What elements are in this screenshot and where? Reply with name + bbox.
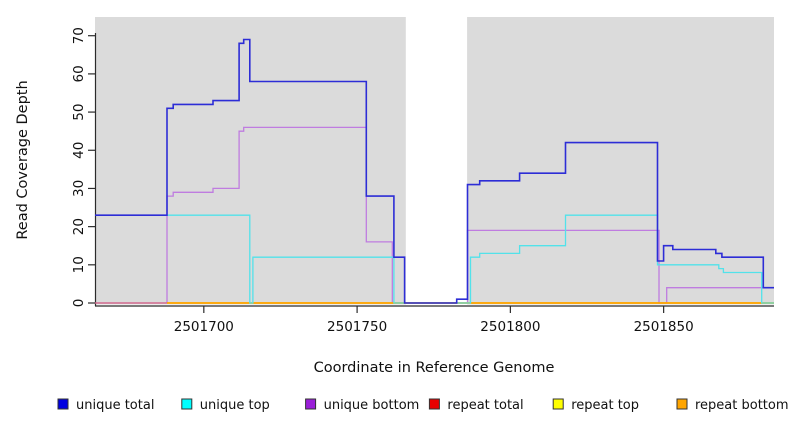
y-tick-label: 0 (71, 299, 87, 308)
unique-bottom-legend-label: unique bottom (324, 398, 420, 413)
legend: unique total unique top unique bottom repea… (57, 398, 789, 413)
repeat-bottom-legend-label: repeat bottom (695, 398, 789, 413)
unique-top-legend-swatch (181, 398, 193, 410)
x-tick-label: 2501800 (480, 319, 540, 335)
unique-total-legend-label: unique total (76, 398, 154, 413)
repeat-top-legend-label: repeat top (571, 398, 639, 413)
y-tick-label: 70 (71, 27, 87, 44)
unique-top-line (95, 214, 774, 304)
unique-bottom-line (95, 126, 774, 304)
x-axis-title: Coordinate in Reference Genome (314, 360, 555, 376)
y-tick-label: 40 (71, 142, 87, 159)
plot-background-regions (95, 17, 774, 305)
x-tick-label: 2501850 (634, 319, 694, 335)
y-axis-title: Read Coverage Depth (15, 80, 31, 239)
repeat-total-legend-swatch (428, 398, 440, 410)
y-tick-label: 30 (71, 180, 87, 197)
y-tick-label: 10 (71, 256, 87, 273)
repeat-top-legend-swatch (552, 398, 564, 410)
x-tick-label: 2501700 (174, 319, 234, 335)
unique-total-line (95, 38, 774, 304)
repeat-bottom-legend-swatch (676, 398, 688, 410)
repeat-total-legend-label: repeat total (447, 398, 523, 413)
unique-bottom-legend-swatch (305, 398, 317, 410)
y-tick-label: 20 (71, 218, 87, 235)
covered-region-2 (467, 17, 774, 305)
unique-top-legend-label: unique top (200, 398, 270, 413)
y-tick-label: 60 (71, 65, 87, 82)
y-tick-label: 50 (71, 104, 87, 121)
series-lines (95, 38, 774, 304)
axes: 2501700 2501750 2501800 2501850 0 10 20 30 40 50 6… (71, 27, 774, 335)
x-tick-label: 2501750 (327, 319, 387, 335)
unique-total-legend-swatch (57, 398, 69, 410)
